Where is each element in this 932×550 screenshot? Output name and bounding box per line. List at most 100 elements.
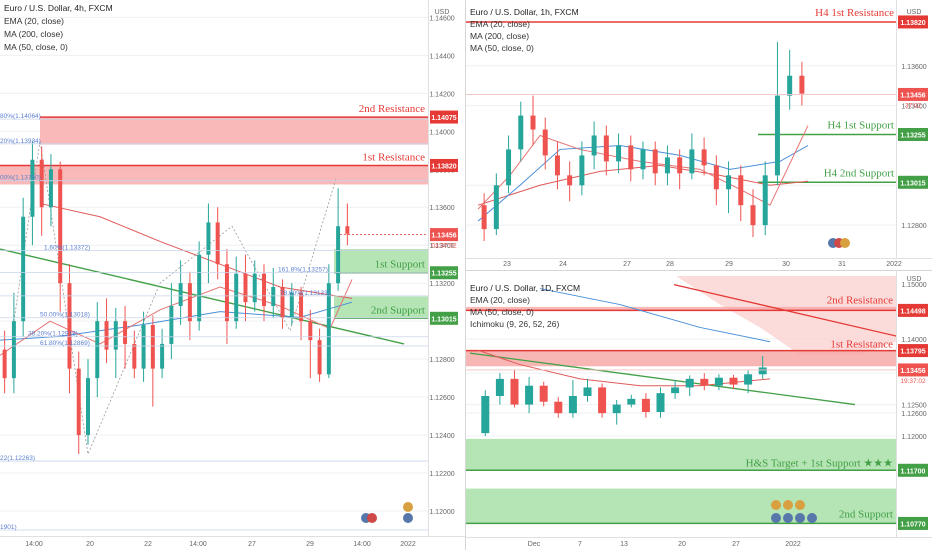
h4-level-price-badge: 1.14075 <box>431 115 456 122</box>
h1-price-tick: 1.12800 <box>901 223 926 230</box>
h1-level-label: H4 1st Resistance <box>815 7 894 19</box>
h4-time-tick: 20 <box>86 541 94 548</box>
h1-level-price-badge: 1.13820 <box>900 20 925 27</box>
h4-candle <box>252 273 257 303</box>
h4-level-price-badge-bg <box>430 158 458 172</box>
h1-candle <box>506 149 512 186</box>
h1-chart-panel: Euro / U.S. Dollar, 1h, FXCM EMA (20, cl… <box>466 0 932 268</box>
h4-time-tick: 14:00 <box>189 541 207 548</box>
h4-level-price-badge: 1.13015 <box>431 316 456 323</box>
d1-currency-label: USD <box>907 276 922 283</box>
h4-candle <box>123 321 128 344</box>
d1-time-tick: 7 <box>578 541 582 548</box>
h4-time-tick: 22 <box>144 541 152 548</box>
h4-time-tick: 27 <box>248 541 256 548</box>
h4-price-tick: 1.12200 <box>429 471 454 478</box>
h1-candle <box>493 185 499 230</box>
h1-time-tick: 2022 <box>886 261 902 268</box>
h1-candle <box>616 145 622 162</box>
h1-candle <box>603 135 609 162</box>
d1-ema20-line <box>477 349 771 387</box>
flag-icon <box>403 502 413 512</box>
h4-candle <box>2 349 7 379</box>
h4-price-tick: 1.14400 <box>429 53 454 60</box>
d1-candle <box>714 377 723 386</box>
d1-candle <box>729 377 738 385</box>
h4-price-tick: 1.14600 <box>429 15 454 22</box>
h4-candle <box>224 264 229 322</box>
flag-icon <box>795 513 805 523</box>
d1-candle <box>671 387 680 394</box>
h4-chart-title: Euro / U.S. Dollar, 4h, FXCM <box>4 3 113 13</box>
h4-candle <box>113 321 118 350</box>
d1-time-tick: 27 <box>732 541 740 548</box>
h1-time-tick: 30 <box>782 261 790 268</box>
h4-candle <box>141 324 146 369</box>
h1-price-tick: 1.13600 <box>901 64 926 71</box>
h1-time-tick: 23 <box>503 261 511 268</box>
d1-countdown: 19:37:02 <box>900 378 926 385</box>
d1-level-price-badge: 1.10770 <box>900 521 925 528</box>
d1-price-tick: 1.12600 <box>901 411 926 418</box>
h4-level-price-badge-bg <box>430 266 458 280</box>
h4-candle <box>160 343 165 369</box>
h4-price-tick: 1.12000 <box>429 509 454 516</box>
h4-candle <box>104 321 109 350</box>
d1-level-price-badge: 1.13795 <box>900 349 925 356</box>
h1-currency-label: USD <box>907 9 922 16</box>
h1-level-price-badge-bg <box>898 15 928 29</box>
h4-candle <box>21 216 26 322</box>
h4-candle <box>169 305 174 344</box>
h4-candle <box>326 283 331 375</box>
d1-ichimoku-cloud <box>676 276 896 355</box>
h1-ma50-line <box>477 144 809 222</box>
d1-price-tick: 1.12500 <box>901 403 926 410</box>
h4-fib-label: 161.8%(1.13257) <box>278 266 328 273</box>
h4-candle <box>30 159 35 217</box>
d1-candle <box>641 398 650 412</box>
d1-level-label: 1st Resistance <box>830 339 893 351</box>
h1-time-tick: 29 <box>725 261 733 268</box>
h4-candle <box>215 222 220 265</box>
h4-candle <box>39 159 44 208</box>
h4-currency-label: USD <box>435 9 450 16</box>
h1-candle <box>579 155 585 186</box>
d1-candle <box>612 404 621 414</box>
h1-time-tick: 27 <box>623 261 631 268</box>
h4-price-tick: 1.12400 <box>429 433 454 440</box>
d1-flag-icons <box>771 500 817 523</box>
h1-candle <box>554 155 560 176</box>
d1-candle <box>568 396 577 414</box>
h1-level-price-badge: 1.13255 <box>900 132 925 139</box>
flag-icon <box>840 238 850 248</box>
h1-indicator-ema: EMA (20, close) <box>470 19 530 29</box>
flag-icon <box>367 513 377 523</box>
flag-icon <box>783 500 793 510</box>
h4-countdown: 03:37:02 <box>431 243 457 250</box>
d1-time-tick: 2022 <box>785 541 801 548</box>
h4-candle <box>345 226 350 234</box>
d1-price-tick: 1.12000 <box>901 434 926 441</box>
h1-ma200-line <box>477 164 809 206</box>
h4-level-label: 2nd Support <box>371 304 425 316</box>
h1-countdown: 37:02 <box>905 102 922 109</box>
d1-time-tick: Dec <box>528 541 541 548</box>
h1-level-price-badge-bg <box>898 127 928 141</box>
h4-fib-label: 22(1.12263) <box>0 455 35 462</box>
h1-candle <box>530 115 536 130</box>
h1-candle <box>701 149 707 166</box>
d1-level-price-badge: 1.11700 <box>901 468 926 475</box>
d1-candle <box>685 378 694 388</box>
h4-current-price-badge-bg <box>430 228 458 242</box>
h4-candle <box>48 169 53 208</box>
h1-flag-icons <box>828 238 850 248</box>
h4-candle <box>289 292 294 318</box>
d1-candle <box>598 387 607 414</box>
h4-candle <box>234 273 239 322</box>
d1-candle <box>758 367 767 375</box>
h1-candle <box>591 135 597 156</box>
h4-candle <box>11 321 16 379</box>
h4-level-label: 1st Support <box>375 259 425 271</box>
d1-candle <box>525 385 534 405</box>
d1-resistance-zone <box>466 306 896 311</box>
